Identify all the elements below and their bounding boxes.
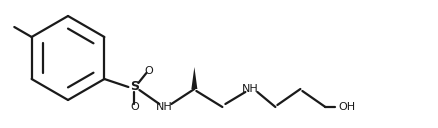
Text: NH: NH: [156, 102, 173, 112]
Polygon shape: [191, 67, 198, 89]
Text: S: S: [130, 81, 139, 93]
Text: O: O: [144, 66, 153, 76]
Text: NH: NH: [242, 84, 259, 94]
Text: OH: OH: [339, 102, 356, 112]
Text: O: O: [130, 102, 139, 112]
